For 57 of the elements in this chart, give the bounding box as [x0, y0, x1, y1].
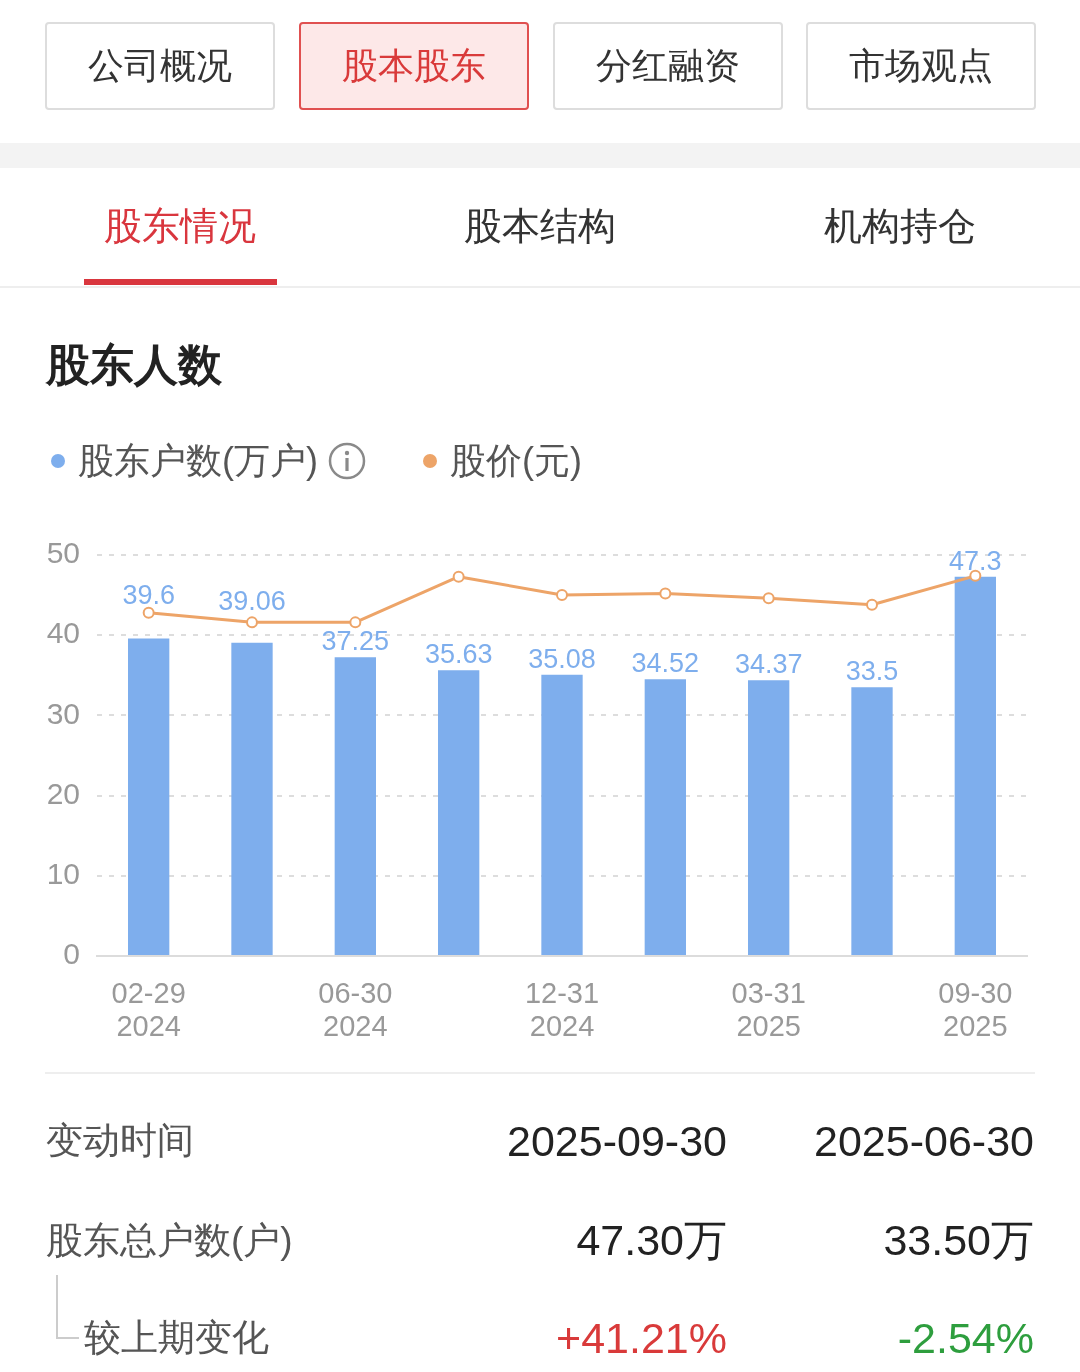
text: 股东情况 [104, 203, 256, 249]
text: 33.50万 [883, 1215, 1034, 1266]
text: 股东总户数(户) [46, 1219, 293, 1263]
point [969, 569, 982, 582]
x-tick-label: 03-31 2025 [731, 976, 806, 1043]
point [556, 589, 568, 602]
text: 变动时间 [46, 1119, 194, 1163]
point [349, 616, 362, 629]
bar [438, 670, 480, 955]
data-label: 35.08 [528, 643, 596, 674]
y-tick-label: 0 [63, 937, 80, 971]
y-tick-label: 40 [46, 616, 80, 650]
x-tick-label: 06-30 2024 [318, 976, 393, 1043]
data-label: 39.6 [122, 579, 175, 610]
data-label: 33.5 [845, 656, 899, 687]
tab-button: 股本股东 [299, 22, 529, 110]
y-tick-label: 50 [46, 536, 80, 570]
text: 47.30万 [576, 1215, 727, 1266]
legend-label: 股价(元) [449, 439, 582, 483]
point [866, 598, 878, 611]
y-tick-label: 30 [46, 696, 80, 730]
point [142, 606, 155, 619]
tab-button: 公司概况 [45, 22, 275, 110]
data-label: 47.3 [949, 545, 1002, 576]
x-tick-label: 09-30 2025 [938, 976, 1013, 1043]
data-label: 39.06 [218, 585, 286, 616]
bar [644, 679, 686, 955]
y-tick-label: 10 [46, 857, 80, 891]
bar [851, 687, 893, 955]
text: -2.54% [897, 1313, 1034, 1363]
tab-button: 分红融资 [553, 22, 783, 110]
data-label: 35.63 [424, 639, 493, 670]
text: 机构持仓 [824, 203, 976, 249]
text: 股本结构 [464, 203, 616, 249]
text: 2025-06-30 [814, 1116, 1034, 1166]
data-label: 34.37 [734, 649, 803, 680]
tab-button: 市场观点 [806, 22, 1036, 110]
bar [334, 657, 376, 955]
bar [128, 638, 170, 955]
chart-title: 股东人数 [46, 338, 222, 391]
point [452, 570, 465, 583]
text: +41.21% [556, 1313, 727, 1363]
point [762, 592, 775, 605]
bar [231, 642, 273, 955]
x-tick-label: 12-31 2024 [524, 976, 600, 1043]
point [659, 587, 672, 600]
bar [748, 680, 790, 955]
y-tick-label: 20 [46, 776, 80, 810]
data-label: 37.25 [321, 626, 390, 657]
point [246, 616, 258, 629]
data-label: 34.52 [631, 648, 700, 679]
text: 2025-09-30 [507, 1116, 727, 1166]
x-tick-label: 02-29 2024 [111, 976, 186, 1043]
text: 较上期变化 [84, 1316, 269, 1360]
bar [954, 576, 996, 955]
bar [541, 674, 583, 955]
legend-label: 股东户数(万户) [78, 439, 318, 483]
